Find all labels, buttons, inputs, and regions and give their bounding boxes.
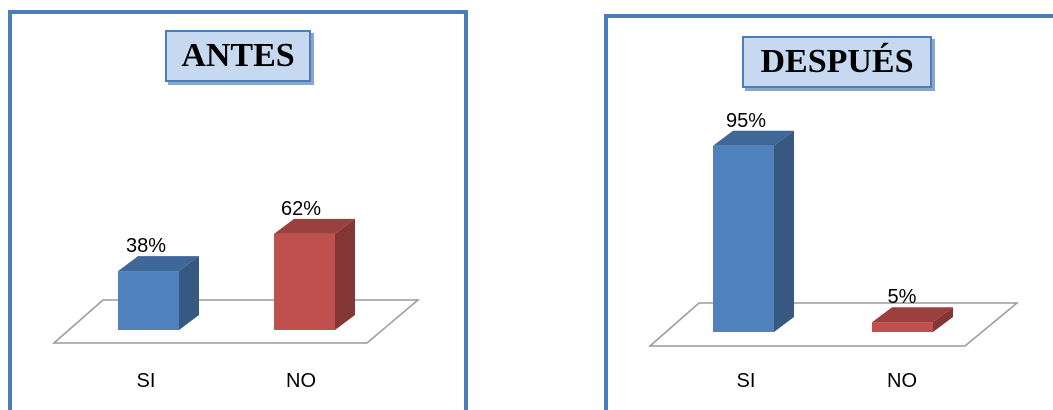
x-tick-label-antes-si: SI <box>137 370 156 392</box>
bar-side-despues-no <box>933 307 953 332</box>
data-label-despues-no: 5% <box>888 286 917 308</box>
bar-side-antes-no <box>335 218 355 330</box>
bar-antes-si <box>118 271 179 330</box>
chart-floor-despues <box>648 302 1020 347</box>
x-tick-label-antes-no: NO <box>286 370 316 392</box>
bar-antes-no <box>274 233 335 330</box>
bar-despues-si <box>713 145 774 332</box>
bar-side-despues-si <box>774 130 794 332</box>
data-label-antes-si: 38% <box>126 235 166 257</box>
bar-top-despues-no <box>872 307 953 323</box>
x-tick-label-despues-no: NO <box>887 370 917 392</box>
bar-top-antes-si <box>118 256 199 272</box>
bar-top-antes-no <box>274 218 355 234</box>
chart-title-despues: DESPUÉS <box>742 36 932 88</box>
data-label-antes-no: 62% <box>281 198 321 220</box>
bar-top-despues-si <box>713 130 794 146</box>
bar-despues-no <box>872 322 933 332</box>
data-label-despues-si: 95% <box>726 110 766 132</box>
chart-title-antes: ANTES <box>165 30 311 82</box>
bar-side-antes-si <box>179 256 199 330</box>
chart-floor-antes <box>52 299 421 344</box>
x-tick-label-despues-si: SI <box>737 370 756 392</box>
